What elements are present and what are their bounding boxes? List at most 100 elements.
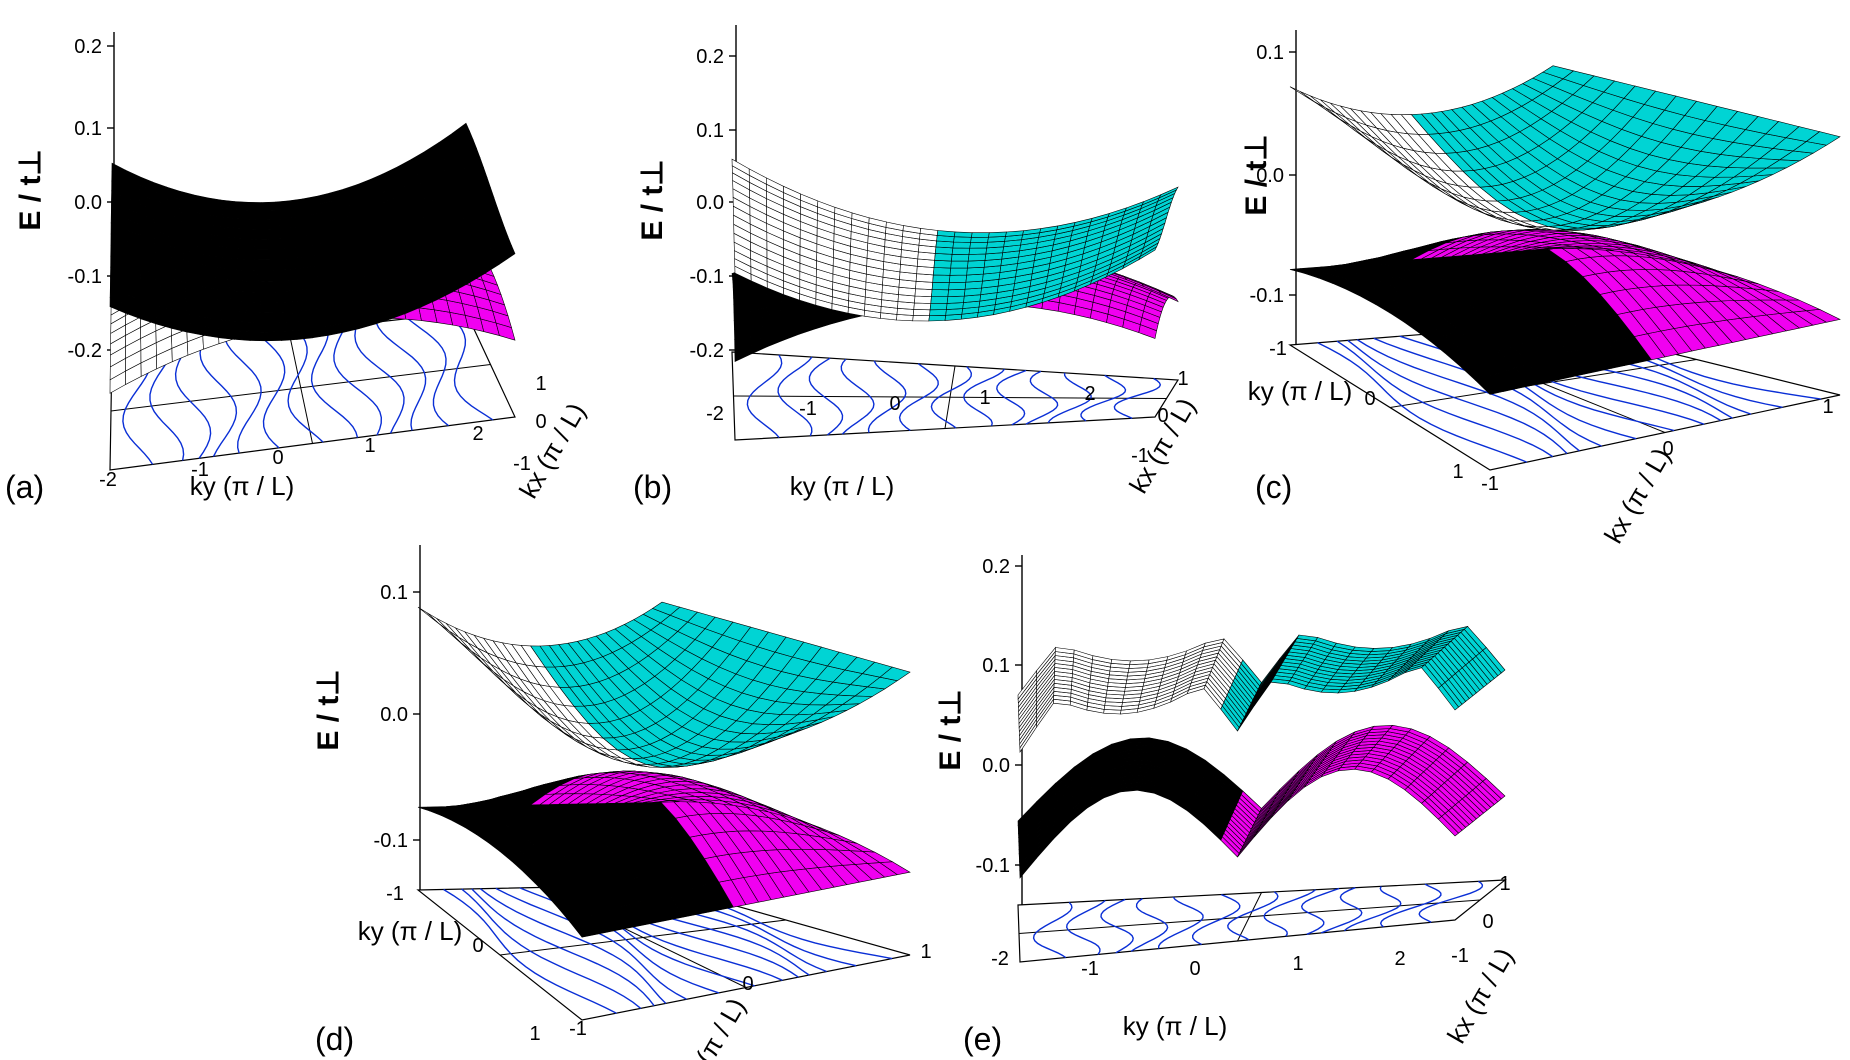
surface-patch bbox=[913, 302, 932, 311]
axis2-tick-label: 0 bbox=[535, 411, 546, 433]
surface-patch bbox=[1542, 65, 1575, 80]
surface-patch bbox=[936, 230, 956, 238]
contour-line bbox=[443, 888, 617, 1014]
z-tick-label: -0.2 bbox=[68, 340, 102, 362]
base-plane bbox=[1017, 879, 1507, 963]
contour-lines bbox=[746, 354, 1162, 439]
surface-patch bbox=[234, 201, 250, 212]
surface-patch bbox=[1482, 647, 1506, 674]
contour-line bbox=[224, 338, 262, 454]
upper-surface bbox=[109, 122, 516, 342]
contour-line bbox=[471, 888, 655, 1007]
contour-line bbox=[867, 360, 907, 433]
contour-line bbox=[1100, 898, 1134, 954]
surface-patch bbox=[966, 266, 985, 276]
panel-d: 0.1 0.0 -0.1 -1 0 1 -1 0 1 ky (π / L) kx (π / L) E … bbox=[312, 545, 932, 1060]
surface-patch bbox=[225, 247, 242, 260]
surface-patch bbox=[288, 289, 307, 303]
surface-patch bbox=[227, 268, 244, 282]
surface-patch bbox=[1158, 186, 1179, 199]
axis1-tick-label: 0 bbox=[1189, 958, 1200, 980]
lower-surface bbox=[417, 770, 911, 938]
panel-c: 0.1 0.0 -0.1 -1 0 1 -1 0 1 ky (π / L) kx (π / L) E … bbox=[1240, 30, 1841, 548]
surface-patch bbox=[929, 303, 948, 311]
surface-patch bbox=[272, 280, 290, 293]
contour-line bbox=[1343, 886, 1402, 932]
contour-line bbox=[259, 334, 286, 449]
surface-patch bbox=[915, 280, 934, 290]
surface-patch bbox=[264, 218, 281, 230]
contour-line bbox=[461, 888, 642, 1009]
surface-patch bbox=[932, 274, 951, 283]
contour-line bbox=[1130, 898, 1169, 952]
surface-patch bbox=[275, 200, 292, 211]
surface-patch bbox=[267, 238, 284, 250]
axis1-label: ky (π / L) bbox=[790, 471, 895, 501]
surface-patch bbox=[1129, 659, 1150, 666]
contour-line bbox=[1263, 889, 1317, 937]
axis1-tick-label: -2 bbox=[706, 403, 724, 425]
z-tick-label: 0.2 bbox=[74, 36, 102, 58]
surface-patch bbox=[969, 241, 988, 249]
surface-patch bbox=[1299, 91, 1326, 108]
z-axis-label: E / t⊥ bbox=[1240, 134, 1273, 215]
axis1-label: ky (π / L) bbox=[358, 916, 463, 946]
contour-line bbox=[199, 341, 238, 457]
z-tick-label: 0.1 bbox=[696, 120, 724, 142]
contour-line bbox=[1317, 342, 1528, 463]
surface-patch bbox=[236, 218, 253, 230]
contour-line bbox=[1191, 893, 1241, 946]
surface-patch bbox=[948, 281, 967, 291]
surface-patch bbox=[256, 270, 274, 282]
z-tick-label: -0.2 bbox=[690, 340, 724, 362]
surface-patch bbox=[276, 208, 293, 220]
contour-line bbox=[1065, 899, 1106, 955]
surface-patch bbox=[953, 236, 972, 243]
contour-line bbox=[1336, 340, 1554, 458]
surface-patch bbox=[988, 231, 1007, 238]
surface-patch bbox=[951, 253, 970, 262]
axis1-tick-label: 2 bbox=[472, 423, 483, 445]
axis2-tick-label: 0 bbox=[742, 973, 753, 995]
surface-patch bbox=[275, 301, 293, 314]
surface-patch bbox=[261, 201, 278, 212]
surface-patch bbox=[279, 226, 297, 239]
axis1-label: ky (π / L) bbox=[190, 471, 295, 501]
surface-patch bbox=[928, 314, 947, 322]
surface-patch bbox=[261, 312, 279, 324]
z-tick-label: 0.0 bbox=[982, 755, 1010, 777]
contour-line bbox=[898, 363, 939, 431]
base-axis-line bbox=[1018, 899, 1481, 934]
surface-patch bbox=[235, 209, 252, 220]
surface-patch bbox=[967, 260, 986, 269]
axis1-tick-label: -1 bbox=[799, 398, 817, 420]
surface-patch bbox=[248, 331, 267, 342]
surface-patch bbox=[651, 601, 681, 616]
surface-patch bbox=[259, 291, 277, 304]
z-tick-label: -0.1 bbox=[690, 266, 724, 288]
axis1-tick-label: -2 bbox=[99, 469, 117, 491]
surface-patch bbox=[1158, 290, 1179, 303]
surface-patch bbox=[288, 198, 305, 210]
upper-surface bbox=[731, 158, 1179, 322]
surface-patch bbox=[252, 238, 270, 250]
surface-patch bbox=[967, 253, 987, 262]
surface-patch bbox=[914, 288, 933, 298]
surface-patch bbox=[278, 321, 296, 333]
surface-patch bbox=[968, 247, 988, 255]
panel-label: (d) bbox=[315, 1021, 354, 1057]
surface-patch bbox=[652, 800, 680, 803]
contour-line bbox=[1300, 887, 1340, 935]
surface-patch bbox=[260, 302, 278, 314]
surface-patch bbox=[274, 290, 292, 303]
contour-line bbox=[310, 327, 359, 438]
surface-patch bbox=[262, 322, 281, 333]
contour-line bbox=[1080, 374, 1127, 422]
contour-line bbox=[495, 887, 687, 1000]
surface-patch bbox=[231, 311, 249, 323]
panel-e: 0.20.10.0-0.1-2 -1 0 1 210-1ky (π / L) kx (π … bbox=[934, 555, 1519, 1057]
surface-patch bbox=[239, 248, 257, 261]
surface-patch bbox=[278, 217, 295, 229]
z-tick-label: 0.0 bbox=[1256, 165, 1284, 187]
z-tick-label: 0.0 bbox=[74, 192, 102, 214]
